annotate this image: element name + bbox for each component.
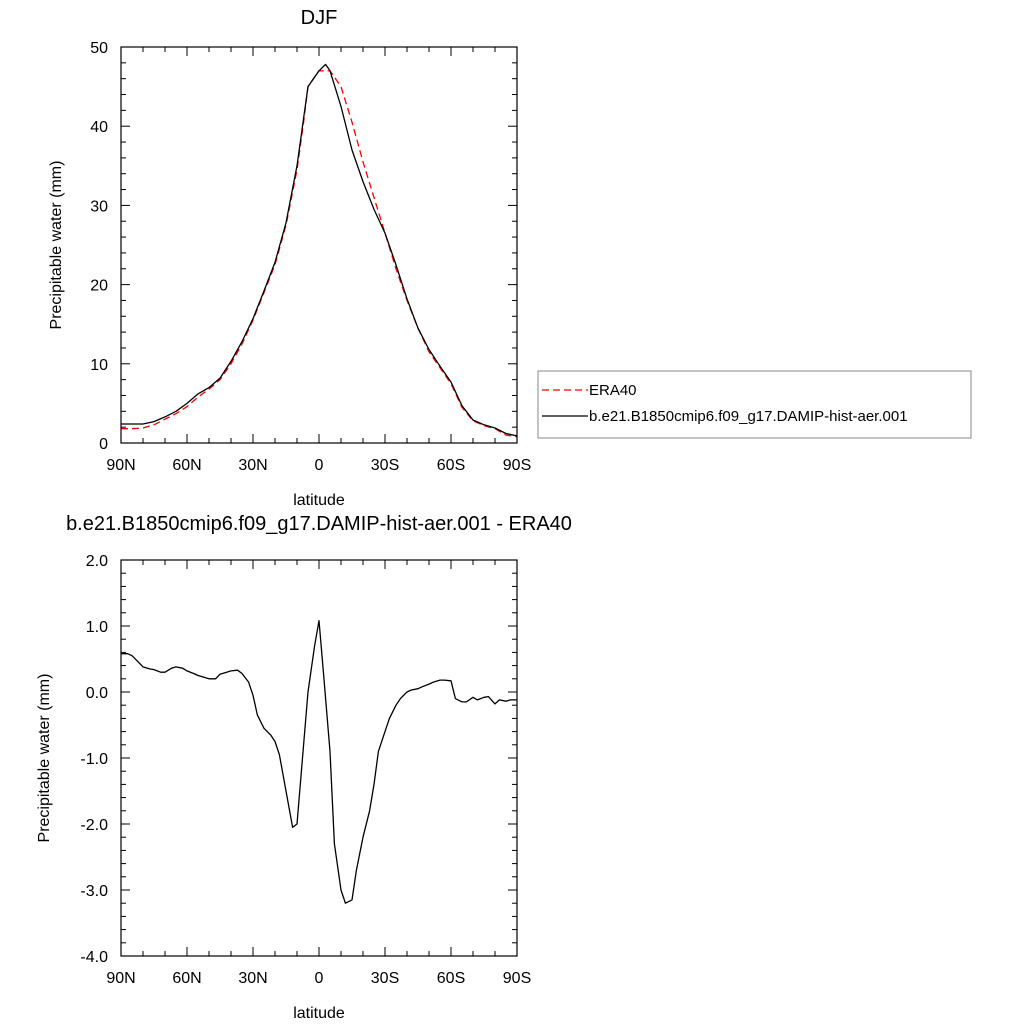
y-tick-label: 0.0 <box>86 685 108 702</box>
legend-label: ERA40 <box>589 382 637 399</box>
x-tick-label: 60S <box>437 970 465 987</box>
y-tick-label: 50 <box>90 40 108 57</box>
y-tick-label: -2.0 <box>80 817 108 834</box>
x-tick-label: 90N <box>106 457 135 474</box>
x-tick-label: 60N <box>172 457 201 474</box>
y-tick-label: -1.0 <box>80 751 108 768</box>
x-tick-label: 90S <box>503 970 531 987</box>
x-tick-label: 0 <box>315 457 324 474</box>
y-tick-label: -3.0 <box>80 883 108 900</box>
x-tick-label: 90N <box>106 970 135 987</box>
series-line-1 <box>121 63 518 437</box>
y-tick-label: 20 <box>90 278 108 295</box>
y-axis-label: Precipitable water (mm) <box>36 674 53 843</box>
series-line-0 <box>121 620 517 904</box>
x-tick-label: 30S <box>371 457 399 474</box>
legend-label: b.e21.B1850cmip6.f09_g17.DAMIP-hist-aer.… <box>589 408 908 425</box>
chart-title: b.e21.B1850cmip6.f09_g17.DAMIP-hist-aer.… <box>66 513 572 535</box>
legend-box <box>537 370 972 439</box>
bottom-chart: b.e21.B1850cmip6.f09_g17.DAMIP-hist-aer.… <box>36 513 572 1022</box>
x-tick-label: 90S <box>503 457 531 474</box>
ticks-group: 90N 60N 30N 0 30S 60S 90S 0 10 20 30 40 50 <box>90 40 531 474</box>
x-tick-label: 30S <box>371 970 399 987</box>
plot-frame <box>120 559 518 957</box>
y-tick-label: 2.0 <box>86 553 108 570</box>
ticks-group: 90N 60N 30N 0 30S 60S 90S 2.0 1.0 0.0 -1.0 -2.0 -3.0… <box>80 553 531 987</box>
series-group <box>121 63 518 438</box>
top-chart: DJF 90N 60N 30N 0 30S 60S 90S 0 10 20 30 40 50 latit… <box>48 7 972 509</box>
y-tick-label: 30 <box>90 198 108 215</box>
series-group <box>121 620 517 904</box>
x-tick-label: 60S <box>437 457 465 474</box>
y-tick-label: 10 <box>90 357 108 374</box>
x-tick-label: 30N <box>238 457 267 474</box>
y-axis-label: Precipitable water (mm) <box>48 161 65 330</box>
chart-title: DJF <box>301 7 338 29</box>
x-tick-label: 60N <box>172 970 201 987</box>
y-tick-label: 0 <box>99 436 108 453</box>
y-tick-label: 40 <box>90 119 108 136</box>
x-axis-label: latitude <box>293 492 345 509</box>
x-axis-label: latitude <box>293 1005 345 1022</box>
x-tick-label: 0 <box>315 970 324 987</box>
series-line-0 <box>121 70 518 438</box>
plot-frame <box>120 46 518 444</box>
x-tick-label: 30N <box>238 970 267 987</box>
y-tick-label: -4.0 <box>80 949 108 966</box>
legend: ERA40 b.e21.B1850cmip6.f09_g17.DAMIP-hist… <box>537 370 972 439</box>
y-tick-label: 1.0 <box>86 619 108 636</box>
